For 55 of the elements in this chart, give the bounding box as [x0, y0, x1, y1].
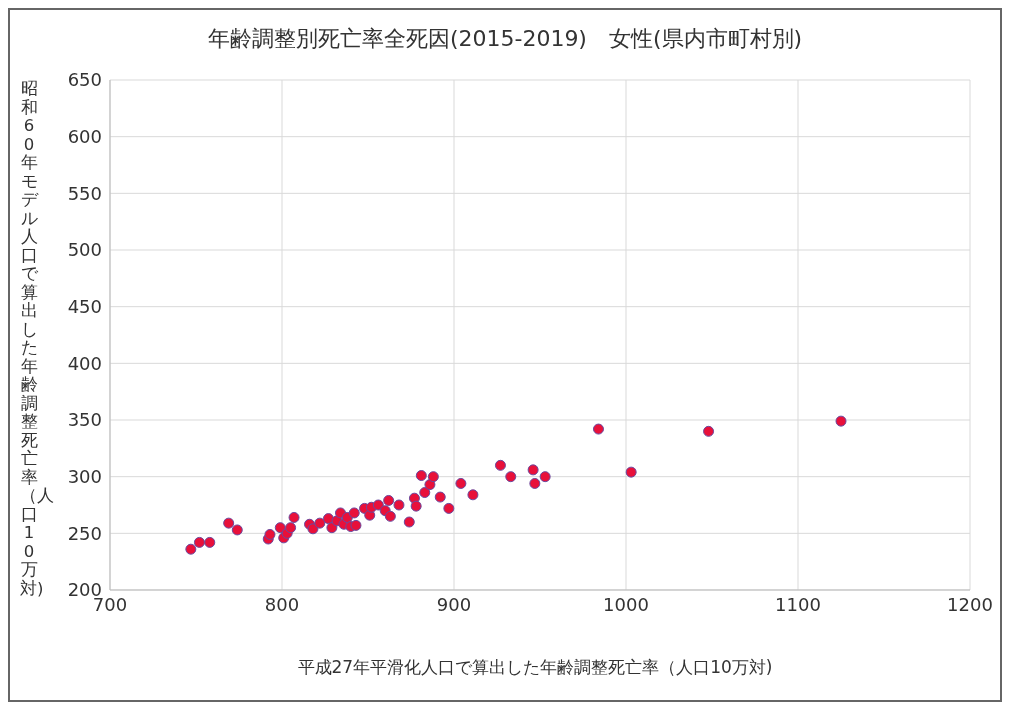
point	[383, 494, 395, 506]
x-tick-label: 1000	[603, 593, 649, 615]
x-tick-label: 800	[264, 593, 300, 615]
point	[185, 543, 197, 555]
point	[223, 517, 235, 529]
point	[393, 499, 405, 511]
point	[424, 479, 436, 491]
point	[467, 489, 479, 501]
point	[494, 459, 506, 471]
point	[307, 523, 319, 535]
point	[529, 477, 541, 489]
point	[427, 471, 439, 483]
y-tick-label: 450	[67, 296, 102, 318]
point	[625, 466, 637, 478]
point	[334, 507, 346, 519]
point	[410, 500, 422, 512]
point	[274, 522, 286, 534]
text: 昭和60年モデル人口で算出した年齢調整死亡率（人口10万対)	[20, 79, 54, 598]
y-tick-label: 400	[67, 352, 102, 374]
point	[314, 517, 326, 529]
y-tick-label: 300	[67, 466, 102, 488]
y-tick-label: 350	[67, 409, 102, 431]
point	[264, 528, 276, 540]
x-axis-title: 平成27年平滑化人口で算出した年齢調整死亡率（人口10万対)	[296, 656, 774, 679]
point	[419, 487, 431, 499]
point	[348, 507, 360, 519]
y-tick-label: 650	[67, 69, 102, 91]
point	[539, 471, 551, 483]
point	[415, 470, 427, 482]
point	[455, 477, 467, 489]
point	[326, 522, 338, 534]
point	[403, 516, 415, 528]
point	[285, 522, 297, 534]
y-tick-label: 250	[67, 522, 102, 544]
point	[434, 491, 446, 503]
x-tick-label: 1100	[775, 593, 821, 615]
point	[231, 524, 243, 536]
y-tick-label: 550	[67, 182, 102, 204]
y-tick-label: 600	[67, 126, 102, 148]
point	[835, 415, 847, 427]
point	[384, 510, 396, 522]
point	[193, 536, 205, 548]
point	[288, 511, 300, 523]
point	[527, 464, 539, 476]
point	[505, 471, 517, 483]
point	[703, 425, 715, 437]
x-tick-label: 1200	[947, 593, 993, 615]
chart-title: 年齢調整別死亡率全死因(2015-2019) 女性(県内市町村別)	[206, 25, 804, 53]
point	[443, 502, 455, 514]
point	[204, 536, 216, 548]
y-tick-label: 500	[67, 239, 102, 261]
x-tick-label: 900	[436, 593, 472, 615]
point	[592, 423, 604, 435]
point	[350, 519, 362, 531]
point	[372, 499, 384, 511]
